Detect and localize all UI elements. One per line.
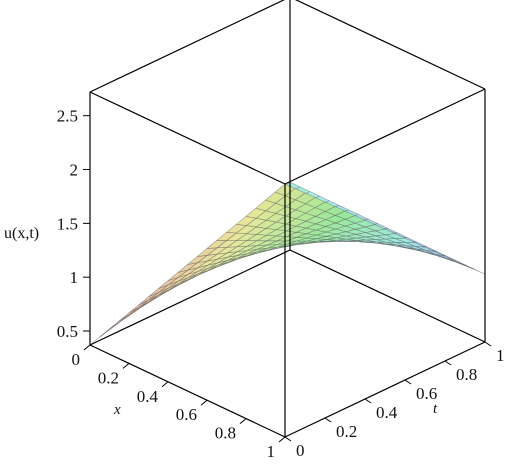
x-tick (200, 399, 208, 406)
box-edge (294, 0, 486, 90)
x-tick-label: 0.4 (137, 387, 159, 406)
box-edge (89, 249, 291, 346)
box-edge (89, 91, 286, 185)
x-tick (161, 381, 169, 388)
x-tick (239, 418, 247, 424)
y-tick (324, 417, 332, 423)
x-tick-label: 0.8 (215, 424, 236, 443)
z-tick-label: 2 (70, 161, 79, 180)
x-tick (122, 363, 130, 369)
axis-ticks (83, 115, 492, 443)
x-tick-label: 0.6 (176, 405, 197, 424)
z-tick-label: 0.5 (57, 322, 78, 341)
y-tick (484, 341, 492, 347)
x-tick-label: 0.2 (98, 368, 119, 387)
box-edge (289, 249, 486, 343)
t-tick-label: 0.2 (336, 422, 357, 441)
t-tick-label: 0.6 (416, 384, 437, 403)
y-tick (404, 379, 412, 385)
y-tick (284, 436, 292, 442)
x-tick-label: 1 (267, 442, 276, 461)
x-tick-label: 0 (72, 350, 81, 369)
z-tick-label: 1.5 (57, 214, 78, 233)
t-tick-label: 1 (496, 346, 505, 365)
surface-patch (119, 306, 140, 322)
x-axis-title: x (113, 402, 121, 418)
bounding-box (89, 0, 486, 438)
t-tick-label: 0.8 (456, 365, 477, 384)
box-edge (89, 344, 286, 438)
z-tick-label: 2.5 (57, 107, 78, 126)
surface-patch (138, 292, 159, 306)
t-tick-label: 0 (296, 441, 305, 460)
y-tick (444, 360, 452, 366)
t-axis-title: t (433, 401, 438, 417)
tick-labels: 0.5 1 1.5 2 2.5 0 0.2 0.4 0.6 0.8 1 0 0.2 0.4 0.6 0.8 1 (57, 107, 505, 461)
surface-patch (128, 299, 149, 314)
box-edge (284, 88, 486, 185)
x-tick (278, 436, 286, 443)
z-tick-label: 1 (70, 268, 79, 287)
box-edge (89, 0, 286, 93)
box-edge (284, 341, 486, 438)
z-axis-title: u(x,t) (4, 225, 39, 242)
x-tick (83, 344, 91, 351)
t-tick-label: 0.4 (376, 403, 398, 422)
y-tick (364, 398, 372, 404)
surface-mesh (89, 181, 486, 346)
